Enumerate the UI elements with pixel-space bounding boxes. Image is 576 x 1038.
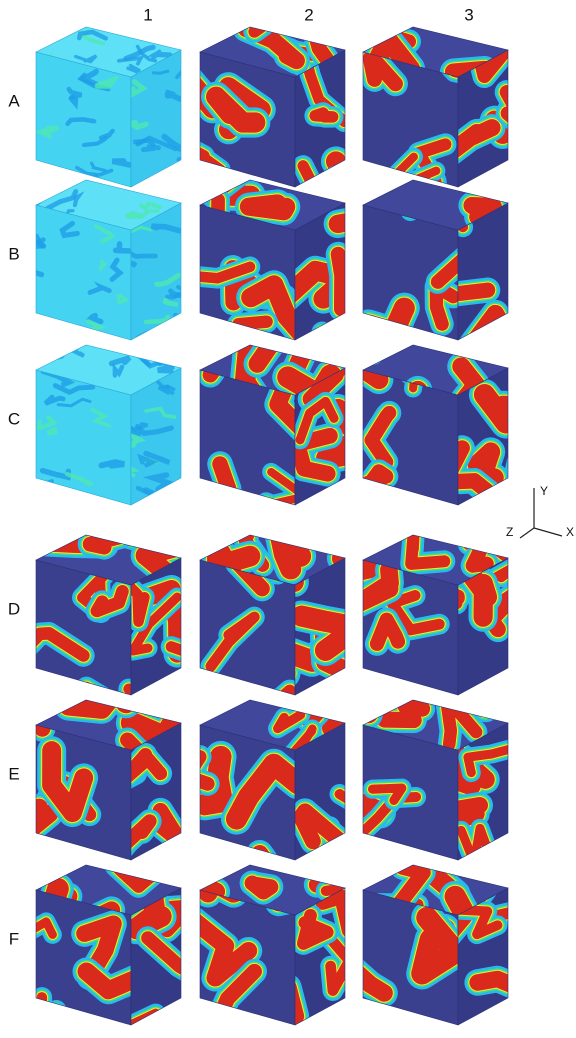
field-band	[364, 515, 385, 537]
field-band	[310, 693, 338, 717]
texture-streak	[152, 32, 170, 39]
field-band	[336, 161, 383, 194]
cube	[194, 489, 381, 739]
face-pattern	[451, 745, 524, 863]
column-label: 2	[304, 5, 313, 24]
field-band	[255, 0, 285, 32]
field-band	[86, 502, 144, 538]
cube	[18, 676, 202, 868]
cube	[353, 515, 522, 695]
texture-streak	[43, 481, 52, 490]
field-band	[336, 161, 383, 194]
field-band	[507, 92, 529, 131]
axis-z-label: Z	[506, 525, 513, 539]
field-band	[336, 161, 383, 194]
field-band	[507, 92, 529, 131]
cube-grid	[15, 0, 555, 1038]
texture-streak	[45, 182, 62, 190]
field-band	[86, 502, 144, 538]
axis-x-line	[534, 528, 562, 536]
field-band	[310, 693, 338, 717]
column-label: 1	[143, 5, 152, 24]
texture-streak	[156, 32, 170, 38]
field-band	[341, 847, 367, 852]
field-band	[116, 857, 172, 886]
field-band	[310, 693, 338, 717]
cube	[152, 0, 383, 209]
axis-y-label: Y	[540, 484, 548, 498]
field-band	[86, 502, 144, 538]
field-band	[336, 161, 383, 194]
field-band	[485, 395, 528, 423]
texture-streak	[44, 492, 61, 501]
texture-streak	[102, 462, 125, 465]
field-band	[498, 315, 532, 345]
field-band	[507, 92, 529, 131]
cube	[324, 858, 555, 1025]
field-band	[503, 177, 524, 196]
texture-streak	[171, 320, 198, 323]
field-band	[503, 177, 524, 196]
texture-streak	[143, 147, 158, 150]
field-band	[252, 883, 271, 892]
texture-streak	[112, 161, 129, 165]
field-band	[255, 0, 285, 32]
cube	[17, 857, 202, 1038]
texture-streak	[127, 213, 144, 217]
texture-streak	[161, 181, 183, 188]
field-band	[326, 860, 374, 891]
texture-streak	[153, 71, 168, 73]
field-band	[341, 847, 367, 852]
texture-streak	[153, 31, 186, 35]
cube	[36, 345, 191, 505]
field-band	[364, 515, 385, 537]
field-band	[357, 472, 387, 502]
row-label: B	[8, 244, 19, 263]
field-band	[498, 315, 532, 345]
texture-streak	[175, 315, 190, 320]
field-band	[507, 92, 529, 131]
field-band	[503, 177, 524, 196]
cube	[30, 27, 206, 191]
field-band	[315, 113, 333, 117]
field-band	[461, 828, 490, 862]
field-band	[341, 847, 367, 852]
field-band	[364, 515, 385, 537]
field-band	[249, 203, 286, 211]
texture-streak	[30, 172, 37, 176]
texture-streak	[18, 208, 37, 216]
field-band	[385, 692, 423, 720]
cube	[363, 177, 553, 345]
cube	[184, 829, 380, 1038]
figure: Y Z X 1 2 3 A B C D E F	[0, 0, 576, 1038]
axis-z-line	[520, 528, 534, 538]
field-band	[279, 528, 301, 569]
field-band	[498, 315, 532, 345]
field-band	[503, 177, 524, 196]
cube	[18, 180, 199, 340]
row-label: C	[8, 409, 20, 428]
field-band	[341, 847, 367, 852]
column-label: 3	[464, 5, 473, 24]
field-band	[310, 693, 338, 717]
field-band	[90, 510, 128, 547]
field-band	[255, 0, 285, 32]
cube	[340, 320, 529, 505]
field-band	[86, 502, 144, 538]
texture-streak	[163, 32, 169, 41]
texture-streak	[172, 171, 206, 178]
field-band	[338, 254, 353, 309]
row-label: D	[8, 599, 20, 618]
axis-x-label: X	[566, 525, 574, 539]
field-band	[255, 0, 285, 32]
row-label: E	[8, 764, 19, 783]
field-band	[364, 515, 385, 537]
field-band	[498, 315, 532, 345]
row-label: F	[9, 929, 19, 948]
row-label: A	[8, 91, 20, 110]
field-band	[455, 805, 479, 819]
texture-streak	[40, 491, 61, 502]
